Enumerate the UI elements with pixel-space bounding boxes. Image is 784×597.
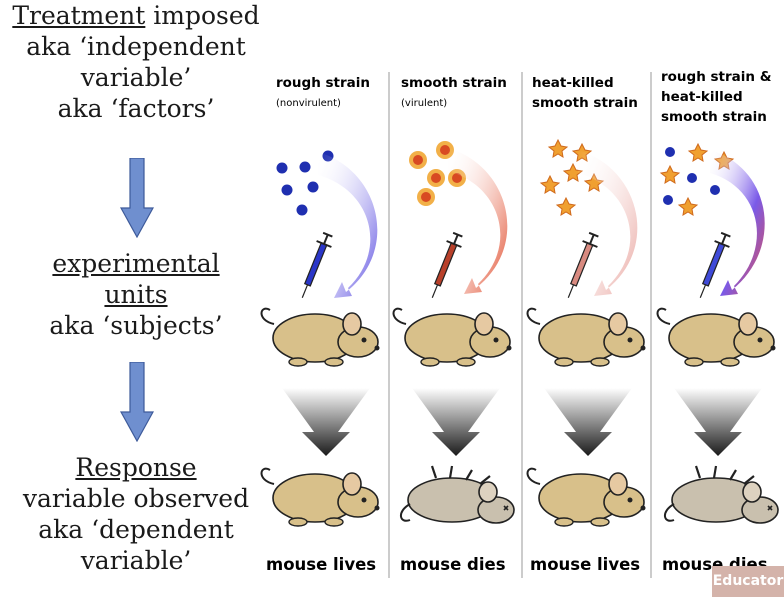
treatment-block: Treatment imposed aka ‘independent varia…	[0, 0, 272, 124]
injection-arrow	[710, 150, 765, 296]
mouse-icon	[656, 307, 776, 367]
syringe-icon	[431, 231, 463, 299]
griffith-experiment-diagram: rough strain (nonvirulent) smooth strain…	[260, 69, 779, 578]
response-line4: variable’	[80, 546, 192, 575]
col2-result: mouse dies	[400, 555, 506, 574]
live-mouse-icon	[526, 467, 646, 527]
rough-strain-bacteria-icon	[276, 150, 334, 216]
treatment-line4: aka ‘factors’	[57, 94, 215, 123]
live-mouse-icon	[260, 467, 380, 527]
col1-head1: rough strain	[276, 75, 370, 91]
funnel-arrow-icon	[412, 388, 500, 456]
treatment-title: Treatment	[12, 1, 146, 30]
treatment-line3: variable’	[80, 63, 192, 92]
injection-arrow	[578, 150, 638, 296]
down-arrow-2	[120, 362, 154, 442]
col3-head2: smooth strain	[532, 95, 638, 111]
response-line2: variable observed	[22, 484, 250, 513]
col4-head2: heat-killed	[661, 89, 743, 105]
syringe-icon	[567, 231, 599, 299]
down-arrow-1	[120, 158, 154, 238]
col2-head1: smooth strain	[401, 75, 507, 91]
dead-mouse-icon	[400, 465, 515, 524]
col1-sub: (nonvirulent)	[276, 98, 341, 109]
response-title: Response	[75, 453, 197, 482]
injection-arrow	[448, 148, 508, 294]
col4-head3: smooth strain	[661, 109, 767, 125]
treatment-line2: aka ‘independent	[26, 32, 246, 61]
mouse-icon	[526, 307, 646, 367]
treatment-title-rest: imposed	[145, 1, 260, 30]
mouse-icon	[392, 307, 512, 367]
syringe-icon	[301, 231, 333, 299]
col1-result: mouse lives	[266, 555, 376, 574]
col2-sub: (virulent)	[401, 98, 447, 109]
smooth-strain-bacteria-icon	[409, 141, 466, 206]
dead-mouse-icon	[664, 465, 779, 524]
funnel-arrow-icon	[282, 388, 370, 456]
injection-arrow	[318, 152, 378, 298]
response-block: Response variable observed aka ‘dependen…	[0, 452, 272, 576]
col3-head1: heat-killed	[532, 75, 614, 91]
col4-head1: rough strain &	[661, 69, 772, 85]
units-title-line1: experimental	[52, 249, 220, 278]
response-line3: aka ‘dependent	[38, 515, 234, 544]
mouse-icon	[260, 307, 380, 367]
units-line3: aka ‘subjects’	[49, 311, 223, 340]
funnel-arrow-icon	[544, 388, 632, 456]
units-block: experimental units aka ‘subjects’	[0, 248, 272, 341]
funnel-arrow-icon	[674, 388, 762, 456]
units-title-line2: units	[104, 280, 168, 309]
educator-watermark: Educator	[712, 566, 784, 597]
syringe-icon	[699, 231, 731, 299]
col3-result: mouse lives	[530, 555, 640, 574]
